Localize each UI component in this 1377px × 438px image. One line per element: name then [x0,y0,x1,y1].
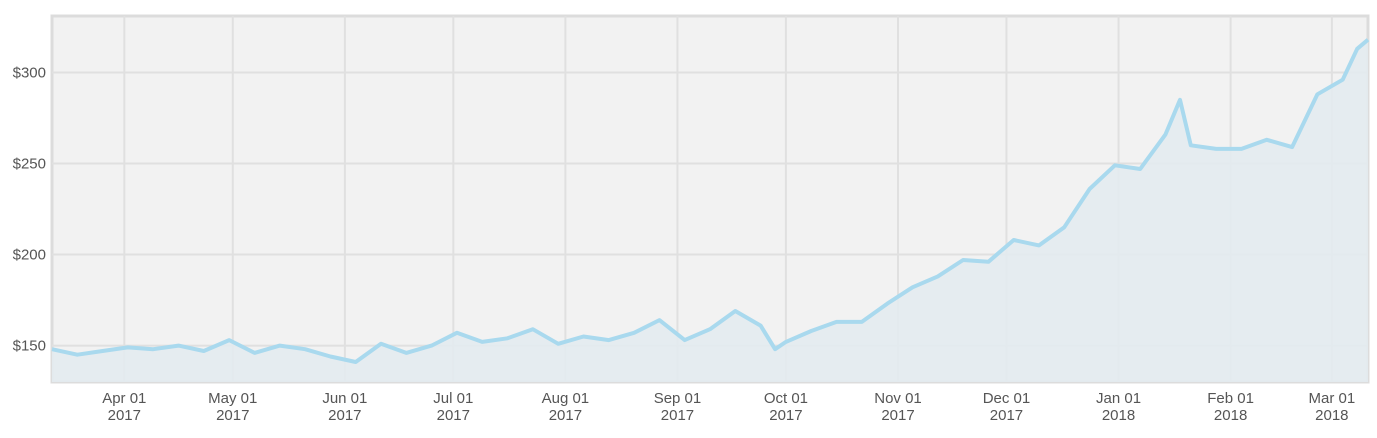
x-tick-label: 2017 [881,407,914,424]
x-tick-label: 2018 [1214,407,1247,424]
x-tick-label: Nov 01 [874,390,922,407]
x-tick-label: Oct 01 [764,390,808,407]
y-tick-label: $200 [13,247,46,264]
x-tick-label: Jul 01 [433,390,473,407]
x-tick-label: 2017 [769,407,802,424]
x-tick-label: 2017 [549,407,582,424]
x-tick-label: 2017 [216,407,249,424]
x-tick-label: Dec 01 [983,390,1031,407]
x-tick-label: 2017 [990,407,1023,424]
line [51,38,1370,364]
x-tick-label: Aug 01 [542,390,590,407]
x-tick-label: Sep 01 [654,390,702,407]
x-tick-label: 2018 [1102,407,1135,424]
x-tick-label: Feb 01 [1207,390,1254,407]
y-tick-label: $300 [13,64,46,81]
x-tick-label: Jan 01 [1096,390,1141,407]
x-tick-label: 2017 [437,407,470,424]
x-tick-label: Mar 01 [1309,390,1356,407]
x-tick-label: 2017 [328,407,361,424]
x-tick-label: 2017 [108,407,141,424]
x-tick-label: 2017 [661,407,694,424]
area [52,39,1368,382]
y-tick-label: $150 [13,338,46,355]
x-tick-label: Jun 01 [322,390,367,407]
y-tick-label: $250 [13,155,46,172]
x-tick-label: 2018 [1315,407,1348,424]
x-tick-label: May 01 [208,390,257,407]
x-tick-label: Apr 01 [102,390,146,407]
